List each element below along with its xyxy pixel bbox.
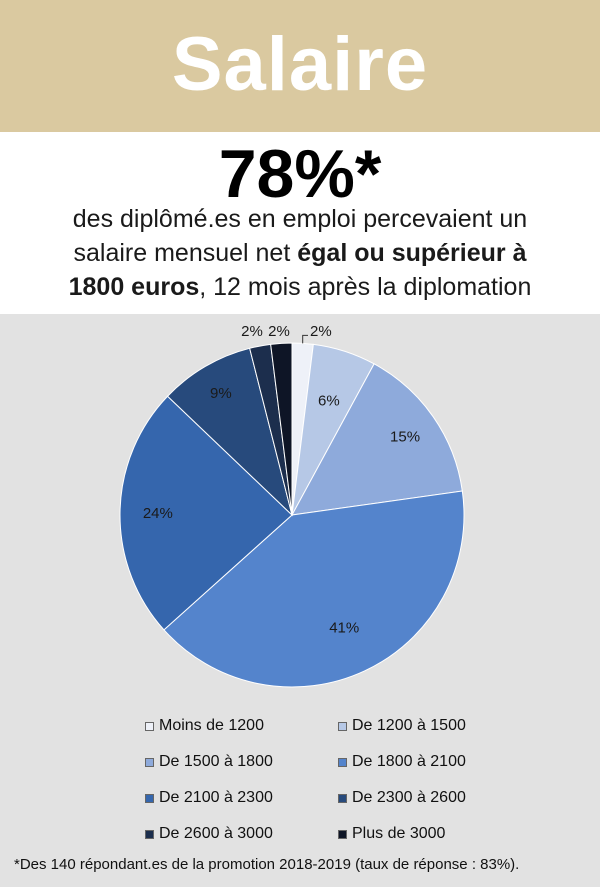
legend-item: De 1800 à 2100 [338,753,466,771]
slice-label-3: 15% [390,429,420,446]
legend-item: De 2600 à 3000 [145,825,273,843]
legend-label: Plus de 3000 [352,825,446,842]
slice-label-5: 24% [143,505,173,522]
slice-label-2: 6% [318,392,340,409]
description-line-3-bold: 1800 euros [68,273,200,301]
description-line-3-normal: , 12 mois après la diplomation [199,273,532,301]
legend-swatch [145,721,154,731]
pie-chart: 2% 6% 15% 41% 24% 9% 2% 2% [119,323,465,688]
legend-label: De 2600 à 3000 [159,825,273,842]
slice-label-6: 9% [210,385,232,402]
description-line-1: des diplômé.es en emploi percevaient un [72,205,528,233]
slice-label-8: 2% [268,323,290,340]
legend-item: De 1500 à 1800 [145,753,273,771]
pie-slice-6 [166,347,293,517]
legend-item: De 2300 à 2600 [338,789,466,807]
legend-label: De 1800 à 2100 [352,753,466,770]
slice-leader-line [302,334,308,344]
legend-swatch [338,829,347,839]
footnote: *Des 140 répondant.es de la promotion 20… [14,856,520,873]
headline-stat: 78%* [218,136,382,212]
legend-swatch [338,757,347,767]
legend-label: De 2300 à 2600 [352,789,466,806]
header-banner: Salaire [0,0,600,132]
slice-label-7: 2% [241,323,263,340]
legend-label: De 1500 à 1800 [159,753,273,770]
legend-swatch [145,793,154,803]
legend-label: Moins de 1200 [159,717,264,734]
legend-item: Plus de 3000 [338,825,445,843]
legend-item: Moins de 1200 [145,717,264,735]
description-line-2-bold: égal ou supérieur à [297,239,527,267]
slice-label-1: 2% [310,323,332,340]
legend-label: De 1200 à 1500 [352,717,466,734]
pie-slice-3 [291,363,463,516]
legend-swatch [338,793,347,803]
page-title: Salaire [171,21,429,107]
description-line-2-normal: salaire mensuel net [73,239,298,267]
legend-item: De 2100 à 2300 [145,789,273,807]
legend-item: De 1200 à 1500 [338,717,466,735]
pie-slice-8 [270,342,293,516]
slice-label-4: 41% [329,619,359,636]
legend-swatch [145,757,154,767]
intro-section: 78%* des diplômé.es en emploi percevaien… [0,132,600,314]
chart-area: 2% 6% 15% 41% 24% 9% 2% 2% Moins de 1200 De 1200… [0,314,600,887]
pie-slice-4 [163,490,465,688]
legend-swatch [145,829,154,839]
legend-label: De 2100 à 2300 [159,789,273,806]
pie-slice-5 [119,395,293,631]
legend-swatch [338,721,347,731]
headline-description: des diplômé.es en emploi percevaient un … [10,202,590,304]
